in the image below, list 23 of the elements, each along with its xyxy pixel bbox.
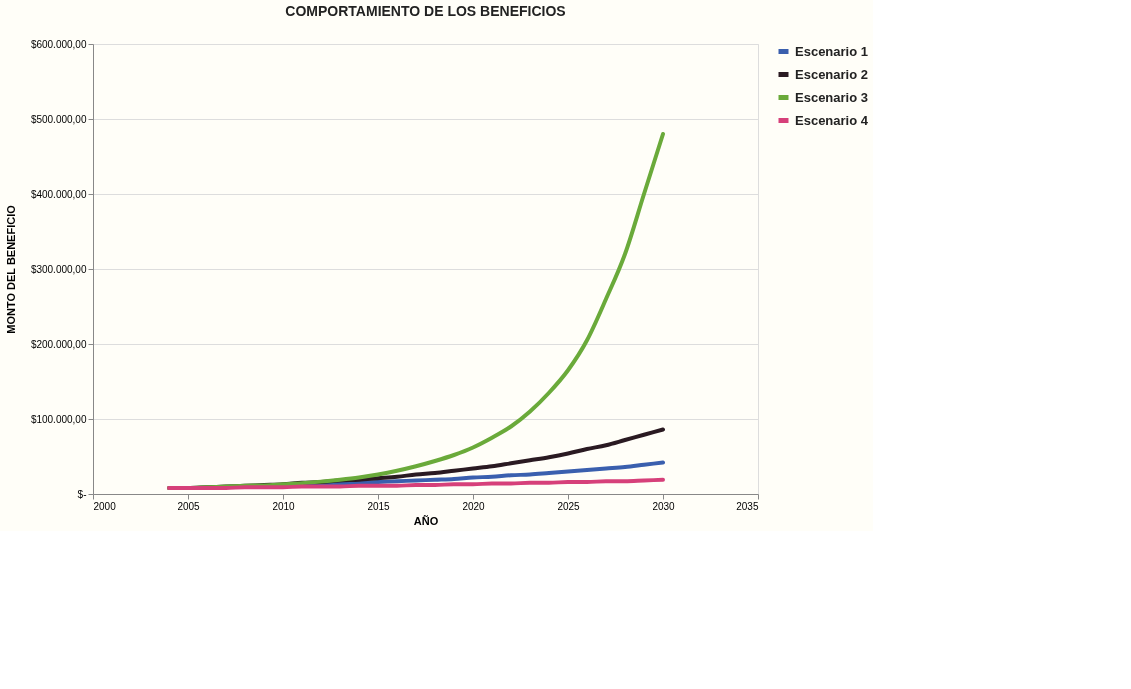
y-tick-label: $100.000,00 (30, 413, 87, 425)
x-axis-title: AÑO (413, 514, 439, 527)
x-tick-label: 2005 (177, 500, 201, 512)
legend-label: Escenario 2 (795, 66, 868, 82)
y-tick-label: $- (77, 488, 87, 500)
y-tick-label: $400.000,00 (30, 188, 87, 200)
y-axis-title: MONTO DEL BENEFICIO (4, 204, 17, 334)
x-tick-label: 2015 (367, 500, 391, 512)
line-series (167, 477, 665, 490)
y-tick-label: $300.000,00 (30, 263, 87, 275)
legend-label: Escenario 4 (795, 112, 869, 128)
legend-label: Escenario 3 (795, 89, 868, 105)
x-tick-label: 2010 (272, 500, 296, 512)
x-tick-label: 2020 (462, 500, 486, 512)
chart-title: COMPORTAMIENTO DE LOS BENEFICIOS (285, 3, 566, 19)
x-tick-label: 2000 (93, 500, 117, 512)
x-tick-label: 2025 (557, 500, 581, 512)
x-tick-label: 2035 (736, 500, 759, 512)
y-tick-label: $600.000,00 (30, 38, 87, 50)
x-tick-label: 2030 (652, 500, 676, 512)
y-tick-label: $500.000,00 (30, 113, 87, 125)
y-tick-label: $200.000,00 (30, 338, 87, 350)
legend-label: Escenario 1 (795, 43, 868, 59)
